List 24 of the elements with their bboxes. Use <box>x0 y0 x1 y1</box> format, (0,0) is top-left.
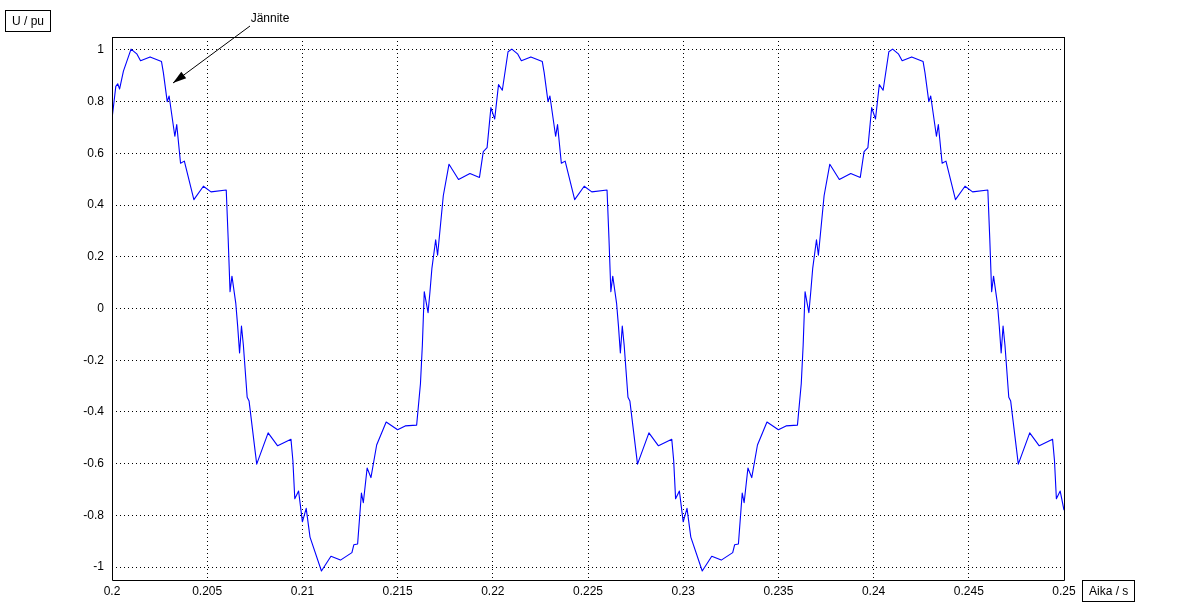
x-tick-label: 0.225 <box>572 583 604 598</box>
y-tick-label: 0.6 <box>87 145 105 160</box>
x-tick-label: 0.21 <box>290 583 315 598</box>
y-tick-label: -0.2 <box>83 352 105 367</box>
y-tick-label: 0.2 <box>87 249 105 264</box>
x-tick-label: 0.24 <box>861 583 886 598</box>
x-axis-title: Aika / s <box>1082 580 1136 602</box>
x-tick-label: 0.25 <box>1052 583 1076 598</box>
y-tick-label: -0.4 <box>83 404 105 419</box>
x-tick-label: 0.245 <box>953 583 985 598</box>
y-axis-title: U / pu <box>5 10 52 32</box>
x-tick-label: 0.215 <box>382 583 413 598</box>
x-tick-label: 0.205 <box>192 583 223 598</box>
x-tick-label: 0.235 <box>763 583 794 598</box>
y-tick-label: 0.8 <box>87 93 105 108</box>
y-tick-label: -0.6 <box>83 455 105 470</box>
y-tick-label: 1 <box>97 42 105 57</box>
y-tick-label: 0 <box>97 300 105 315</box>
y-tick-label: -0.8 <box>83 507 105 522</box>
x-tick-label: 0.22 <box>481 583 505 598</box>
y-tick-label: -1 <box>93 559 105 574</box>
x-tick-label: 0.23 <box>671 583 696 598</box>
text: Jännite <box>250 11 290 26</box>
y-tick-label: 0.4 <box>87 197 105 212</box>
